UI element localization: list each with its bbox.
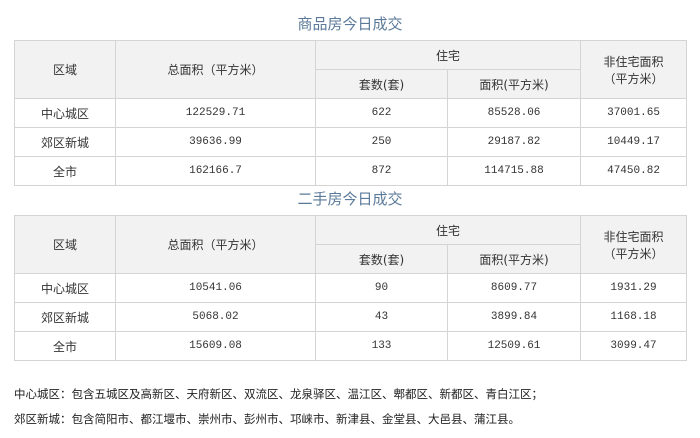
cell-units: 250 [315,127,448,157]
cell-region: 中心城区 [14,98,116,128]
table-row: 中心城区 122529.71 622 85528.06 37001.65 [14,98,688,128]
table-row: 全市 15609.08 133 12509.61 3099.47 [14,331,688,361]
cell-total-area: 10541.06 [115,273,316,303]
header-nonresidential: 非住宅面积 （平方米） [580,40,688,99]
table-row: 郊区新城 39636.99 250 29187.82 10449.17 [14,127,688,157]
header-total-area: 总面积（平方米） [115,215,316,274]
cell-units: 133 [315,331,448,361]
new-housing-table: 区域 总面积（平方米） 住宅 非住宅面积 （平方米） 套数(套) 面积(平方米) … [14,40,688,186]
cell-residential-area: 29187.82 [446,127,582,157]
second-hand-table: 区域 总面积（平方米） 住宅 非住宅面积 （平方米） 套数(套) 面积(平方米) … [14,215,688,361]
cell-total-area: 5068.02 [115,302,316,332]
cell-residential-area: 8609.77 [446,273,582,303]
cell-nonresidential-area: 1931.29 [580,273,688,303]
note-suburban-district: 郊区新城：包含简阳市、都江堰市、崇州市、彭州市、邛崃市、新津县、金堂县、大邑县、… [14,412,520,426]
cell-region: 全市 [14,156,116,186]
cell-nonresidential-area: 1168.18 [580,302,688,332]
cell-residential-area: 3899.84 [446,302,582,332]
cell-units: 90 [315,273,448,303]
header-res-area: 面积(平方米) [446,69,582,99]
cell-residential-area: 85528.06 [446,98,582,128]
header-nonresidential: 非住宅面积 （平方米） [580,215,688,274]
cell-total-area: 39636.99 [115,127,316,157]
table-row: 郊区新城 5068.02 43 3899.84 1168.18 [14,302,688,332]
header-region: 区域 [14,215,116,274]
header-res-area: 面积(平方米) [446,244,582,274]
header-total-area: 总面积（平方米） [115,40,316,99]
table-row: 全市 162166.7 872 114715.88 47450.82 [14,156,688,186]
cell-region: 郊区新城 [14,127,116,157]
header-residential: 住宅 [314,215,582,245]
cell-region: 郊区新城 [14,302,116,332]
cell-residential-area: 12509.61 [446,331,582,361]
cell-nonresidential-area: 10449.17 [580,127,688,157]
cell-units: 872 [315,156,448,186]
header-residential: 住宅 [314,40,582,70]
cell-units: 622 [315,98,448,128]
cell-region: 全市 [14,331,116,361]
table-row: 中心城区 10541.06 90 8609.77 1931.29 [14,273,688,303]
header-units: 套数(套) [315,69,448,99]
cell-nonresidential-area: 3099.47 [580,331,688,361]
new-housing-title: 商品房今日成交 [297,15,403,33]
header-units: 套数(套) [315,244,448,274]
note-central-district: 中心城区：包含五城区及高新区、天府新区、双流区、龙泉驿区、温江区、郫都区、新都区… [14,387,543,401]
cell-total-area: 162166.7 [115,156,316,186]
cell-residential-area: 114715.88 [446,156,582,186]
cell-units: 43 [315,302,448,332]
cell-total-area: 122529.71 [115,98,316,128]
cell-region: 中心城区 [14,273,116,303]
cell-nonresidential-area: 37001.65 [580,98,688,128]
second-hand-title: 二手房今日成交 [297,190,403,208]
cell-total-area: 15609.08 [115,331,316,361]
header-region: 区域 [14,40,116,99]
cell-nonresidential-area: 47450.82 [580,156,688,186]
